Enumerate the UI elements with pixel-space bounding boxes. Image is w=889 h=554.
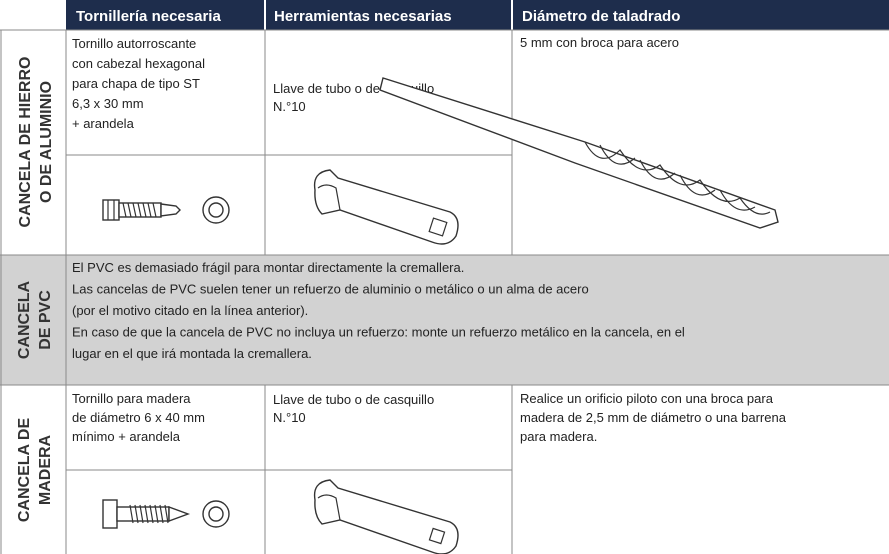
cell-text: lugar en el que irá montada la cremaller… xyxy=(72,346,312,361)
cell-text: Tornillo autorroscante xyxy=(72,36,196,51)
column-header: Herramientas necesarias xyxy=(274,8,452,25)
row-label: CANCELA xyxy=(16,280,33,359)
cell-text: (por el motivo citado en la línea anteri… xyxy=(72,303,308,318)
row-label: CANCELA DE HIERRO xyxy=(17,57,34,228)
pvc-row xyxy=(0,255,889,385)
cell-text: Tornillo para madera xyxy=(72,391,191,406)
wrench-illustration xyxy=(313,169,459,245)
row-label: CANCELA DE xyxy=(16,418,33,523)
row-label: O DE ALUMINIO xyxy=(38,81,55,203)
cell-text: N.°10 xyxy=(273,410,306,425)
wood-screw-illustration xyxy=(102,499,230,529)
table-grid xyxy=(0,29,889,554)
cell-text: con cabezal hexagonal xyxy=(72,56,205,71)
column-header: Tornillería necesaria xyxy=(76,8,221,25)
cell-text: Llave de tubo o de casquillo xyxy=(273,392,434,407)
cell-text: Realice un orificio piloto con una broca… xyxy=(520,391,774,406)
cell-text: para madera. xyxy=(520,429,597,444)
screw-illustration xyxy=(102,196,230,224)
column-header: Diámetro de taladrado xyxy=(522,8,680,25)
header-bar xyxy=(66,0,889,30)
cell-text: Las cancelas de PVC suelen tener un refu… xyxy=(72,282,589,297)
row-label: MADERA xyxy=(37,434,54,505)
cell-text: madera de 2,5 mm de diámetro o una barre… xyxy=(520,410,787,425)
cell-text: mínimo + arandela xyxy=(72,429,181,444)
cell-text: N.°10 xyxy=(273,99,306,114)
cell-text: de diámetro 6 x 40 mm xyxy=(72,410,205,425)
cell-text: En caso de que la cancela de PVC no incl… xyxy=(72,325,685,340)
drill-illustration xyxy=(379,77,779,229)
cell-text: 6,3 x 30 mm xyxy=(72,96,144,111)
cell-text: + arandela xyxy=(72,116,135,131)
wrench-illustration xyxy=(313,479,459,554)
row-label: DE PVC xyxy=(37,290,54,350)
cell-text: 5 mm con broca para acero xyxy=(520,35,679,50)
cell-text: El PVC es demasiado frágil para montar d… xyxy=(72,260,464,275)
cell-text: para chapa de tipo ST xyxy=(72,76,200,91)
